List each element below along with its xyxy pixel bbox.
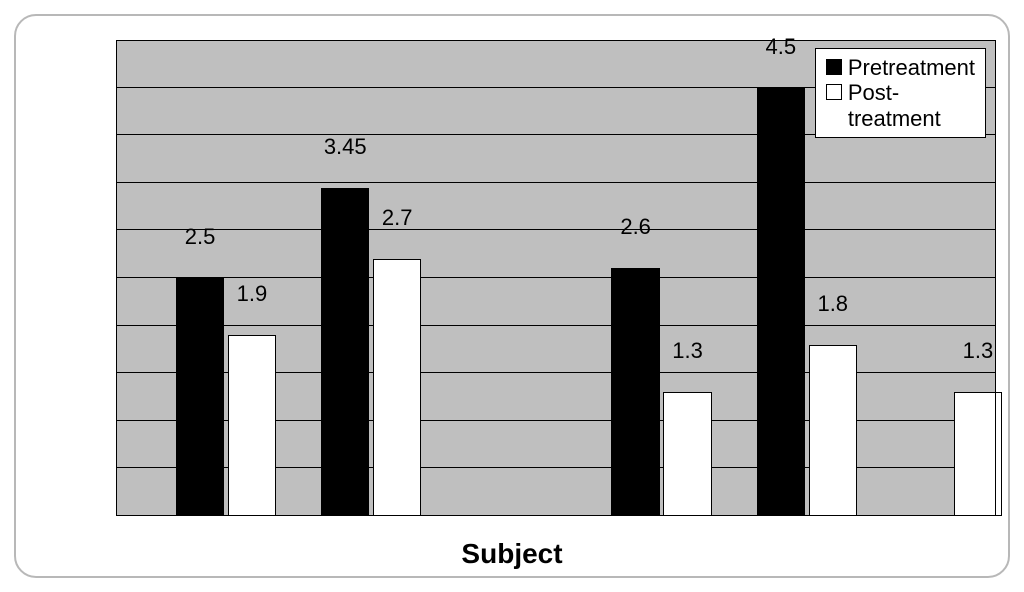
bar-post-treatment [663, 392, 711, 516]
legend-item-posttreatment: Post- treatment [826, 80, 975, 131]
plot-area: 2.51.93.452.72.61.34.51.81.3 Pretreatmen… [116, 40, 996, 516]
legend-label-pretreatment: Pretreatment [848, 55, 975, 80]
bar-post-treatment [373, 259, 421, 516]
bar-post-treatment [954, 392, 1002, 516]
bar-post-treatment [228, 335, 276, 516]
value-label: 1.9 [237, 281, 268, 307]
value-label: 3.45 [324, 134, 367, 160]
x-axis-label: Subject [461, 538, 562, 570]
value-label: 2.7 [382, 205, 413, 231]
value-label: 1.3 [672, 338, 703, 364]
chart-frame: Blood Mercury (ug/L) 2.51.93.452.72.61.3… [14, 14, 1010, 578]
bar-pretreatment [176, 278, 224, 516]
bar-pretreatment [321, 188, 369, 516]
bar-pretreatment [611, 268, 659, 516]
value-label: 4.5 [766, 34, 797, 60]
bar-post-treatment [809, 345, 857, 516]
value-label: 2.5 [185, 224, 216, 250]
value-label: 1.8 [817, 291, 848, 317]
legend: Pretreatment Post- treatment [815, 48, 986, 138]
bar-pretreatment [757, 88, 805, 516]
value-label: 1.3 [963, 338, 994, 364]
legend-swatch-pretreatment [826, 59, 842, 75]
legend-item-pretreatment: Pretreatment [826, 55, 975, 80]
legend-label-posttreatment: Post- treatment [848, 80, 941, 131]
legend-swatch-posttreatment [826, 84, 842, 100]
value-label: 2.6 [620, 214, 651, 240]
